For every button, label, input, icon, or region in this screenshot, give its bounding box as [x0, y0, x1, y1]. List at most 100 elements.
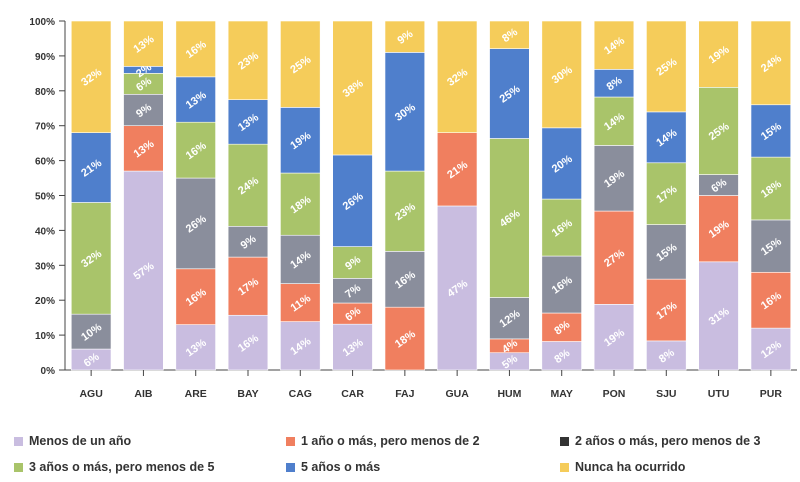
bar-segment — [593, 69, 635, 98]
bar-segment — [750, 219, 792, 273]
legend-swatch — [560, 436, 569, 446]
legend-label: 2 años o más, pero menos de 3 — [575, 434, 761, 448]
bar-segment — [698, 261, 739, 371]
x-tick-label: ARE — [185, 388, 207, 400]
y-tick-label: 10% — [35, 331, 55, 342]
bar-segment — [646, 20, 687, 113]
bar-segment — [384, 52, 426, 172]
bar-segment — [227, 20, 269, 100]
x-tick-label: UTU — [708, 388, 730, 400]
y-tick-label: 70% — [35, 122, 55, 133]
bar-segment — [227, 225, 269, 258]
y-tick-label: 50% — [35, 192, 55, 203]
x-tick-label: GUA — [445, 388, 469, 400]
x-tick-label: CAG — [289, 388, 312, 400]
y-tick-label: 40% — [35, 226, 55, 237]
bar-segment — [489, 20, 530, 49]
bar-segment — [227, 314, 269, 371]
y-tick-label: 90% — [35, 52, 55, 63]
bar-segment — [646, 162, 687, 225]
bar-segment — [175, 20, 216, 78]
x-tick-label: CAR — [341, 388, 364, 400]
legend-label: Nunca ha ocurrido — [575, 460, 686, 474]
bar-segment — [70, 202, 112, 315]
bar-segment — [593, 145, 635, 212]
bar-segment — [384, 20, 426, 53]
x-tick-label: SJU — [656, 388, 676, 400]
bar-segment — [123, 93, 164, 127]
legend-item-5-anos-o-mas: 5 años o más — [286, 460, 380, 474]
chart-legend: Menos de un año 1 año o más, pero menos … — [0, 426, 800, 482]
x-tick-label: PON — [603, 388, 626, 400]
bar-segment — [698, 20, 739, 88]
bar-segment — [541, 127, 582, 200]
legend-label: Menos de un año — [29, 434, 132, 448]
bar-segment — [646, 224, 687, 280]
bar-segment — [175, 121, 216, 179]
bar-segment — [280, 321, 321, 371]
bar-segment — [384, 306, 426, 371]
y-tick-label: 80% — [35, 87, 55, 98]
x-tick-label: AGU — [79, 388, 102, 400]
bar-segment — [646, 340, 687, 371]
legend-label: 3 años o más, pero menos de 5 — [29, 460, 215, 474]
legend-swatch — [560, 462, 569, 472]
bar-segment — [593, 210, 635, 305]
legend-label: 1 año o más, pero menos de 2 — [301, 434, 480, 448]
legend-swatch — [14, 462, 23, 472]
bar-segment — [541, 198, 582, 257]
legend-item-2-anos-menos-de-3: 2 años o más, pero menos de 3 — [560, 434, 760, 448]
bar-segment — [280, 20, 321, 108]
bar-segment — [489, 297, 530, 340]
x-tick-label: AIB — [134, 388, 153, 400]
bar-segment — [175, 268, 216, 325]
bar-segment — [750, 20, 792, 106]
bar-segment — [384, 251, 426, 308]
bar-segment — [70, 313, 112, 350]
stacked-bar-chart: 0%10%20%30%40%50%60%70%80%90%100%6%10%32… — [29, 17, 797, 400]
bar-segment — [541, 20, 582, 129]
bar-segment — [123, 20, 164, 67]
bar-segment — [280, 172, 321, 236]
y-tick-label: 30% — [35, 261, 55, 272]
bar-segment — [123, 125, 164, 172]
bar-segment — [593, 304, 635, 371]
y-tick-label: 100% — [29, 17, 55, 28]
x-tick-label: BAY — [237, 388, 258, 400]
bar-segment — [332, 278, 373, 304]
bar-segment — [175, 76, 216, 123]
x-tick-label: MAY — [551, 388, 573, 400]
legend-swatch — [14, 436, 23, 446]
legend-swatch — [286, 436, 295, 446]
bar-segment — [280, 283, 321, 322]
bar-segment — [750, 104, 792, 158]
bar-segment — [175, 324, 216, 371]
x-tick-label: HUM — [497, 388, 521, 400]
x-tick-label: PUR — [760, 388, 783, 400]
bar-segment — [332, 20, 373, 156]
legend-item-1-ano-menos-de-2: 1 año o más, pero menos de 2 — [286, 434, 480, 448]
bar-segment — [698, 87, 739, 175]
legend-label: 5 años o más — [301, 460, 381, 474]
legend-item-menos-de-un-ano: Menos de un año — [14, 434, 131, 448]
legend-swatch — [286, 462, 295, 472]
bar-segment — [332, 246, 373, 279]
bar-segment — [750, 156, 792, 221]
bar-segment — [436, 132, 478, 207]
bar-segment — [384, 170, 426, 252]
y-tick-label: 20% — [35, 296, 55, 307]
bar-segment — [436, 20, 478, 133]
bar-segment — [541, 312, 582, 342]
y-tick-label: 0% — [41, 366, 56, 377]
bar-segment — [280, 234, 321, 284]
bar-segment — [698, 195, 739, 263]
x-tick-label: FAJ — [395, 388, 414, 400]
bar-segment — [70, 20, 112, 133]
bar-segment — [489, 138, 530, 298]
bar-segment — [436, 205, 478, 371]
y-tick-label: 60% — [35, 157, 55, 168]
legend-item-3-anos-menos-de-5: 3 años o más, pero menos de 5 — [14, 460, 214, 474]
bar-segment — [227, 143, 269, 227]
bar-segment — [646, 111, 687, 164]
legend-item-nunca-ha-ocurrido: Nunca ha ocurrido — [560, 460, 685, 474]
